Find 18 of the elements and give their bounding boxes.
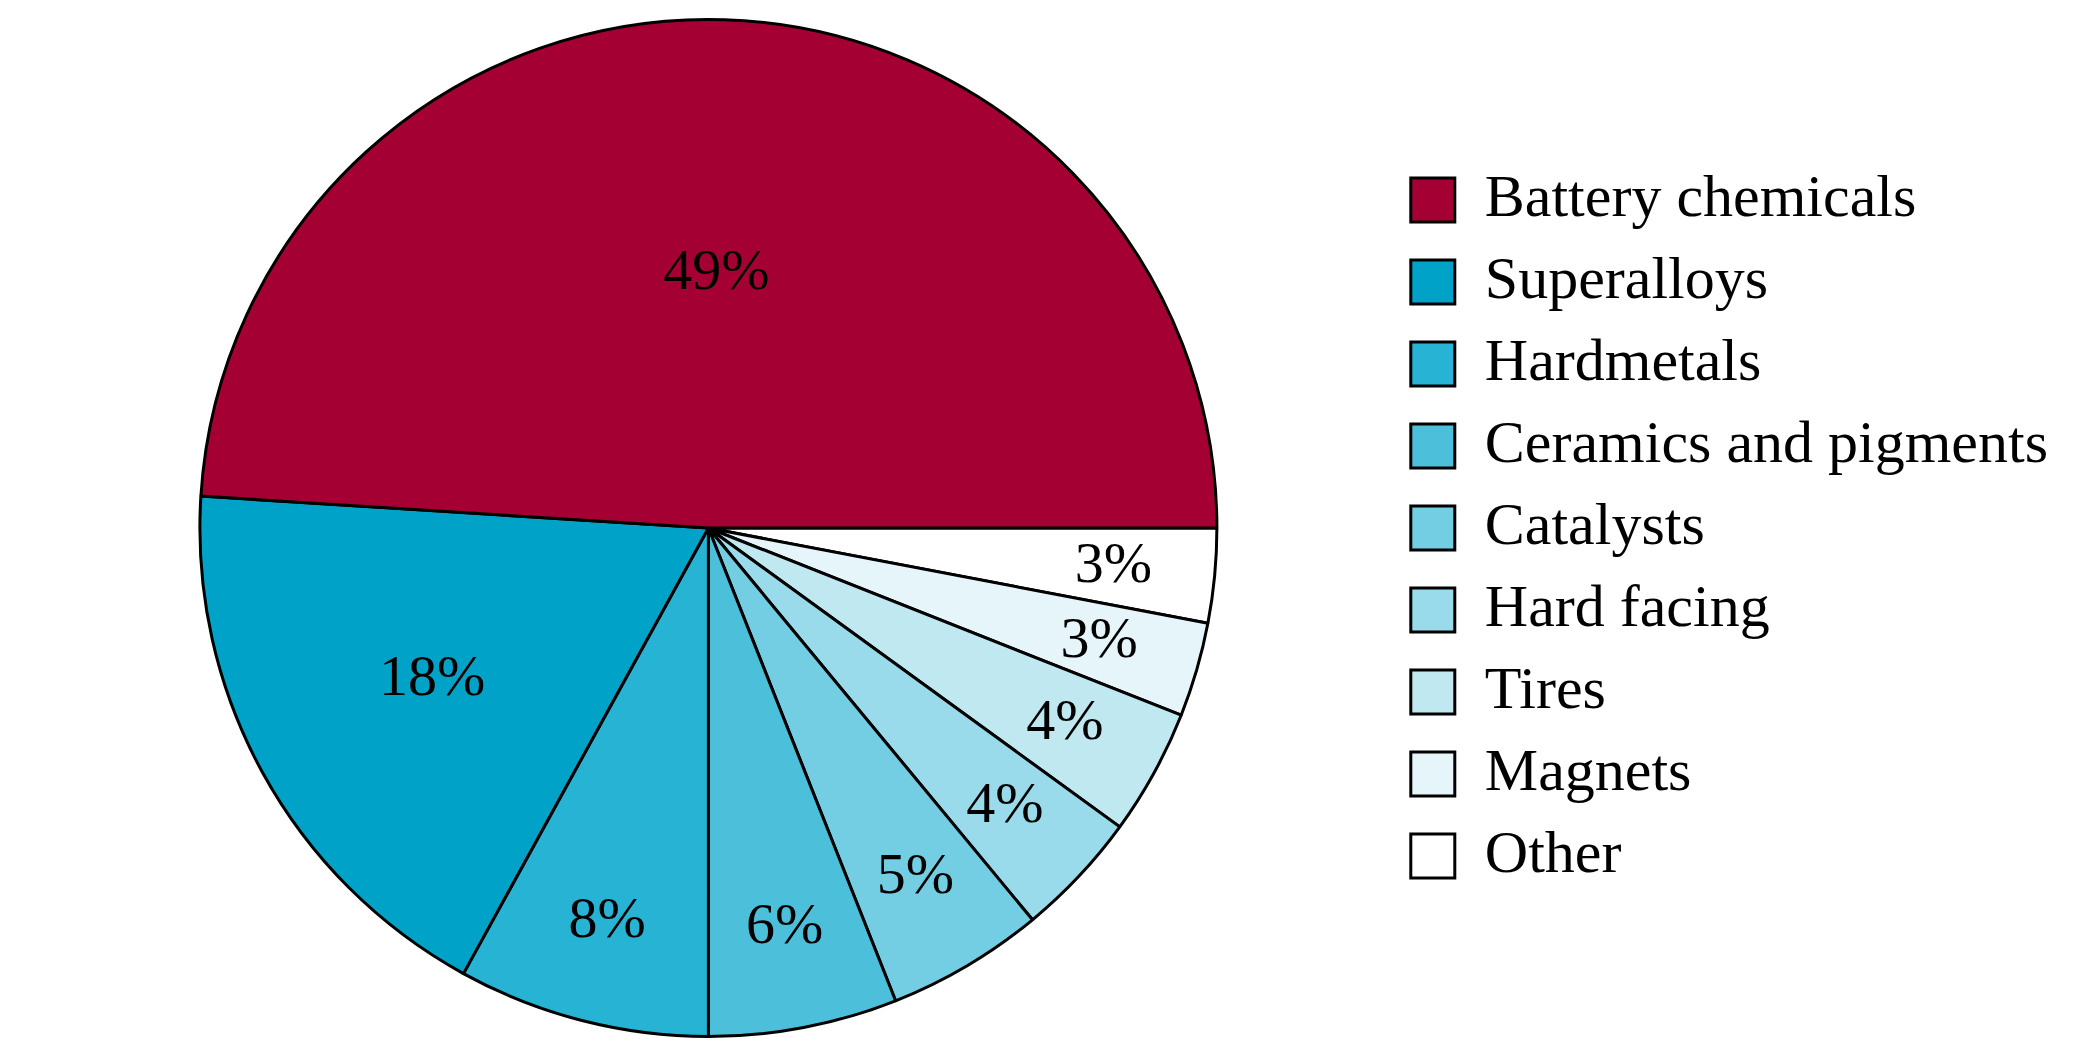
data-label: 49%	[663, 237, 770, 303]
legend-label: Hard facing	[1484, 572, 1770, 639]
data-label: 18%	[378, 643, 486, 709]
legend-label: Other	[1484, 818, 1622, 885]
data-label: 8%	[568, 885, 646, 951]
legend-label: Superalloys	[1484, 244, 1769, 311]
legend-label: Hardmetals	[1484, 326, 1762, 393]
legend-label: Battery chemicals	[1484, 162, 1917, 229]
data-label: 6%	[745, 890, 824, 956]
data-label: 4%	[1026, 687, 1104, 753]
legend-label: Ceramics and pigments	[1484, 408, 2048, 475]
data-label: 3%	[1074, 529, 1153, 595]
legend-label: Tires	[1484, 654, 1606, 721]
data-label: 5%	[876, 841, 955, 907]
legend-label: Magnets	[1484, 736, 1692, 803]
data-label: 4%	[966, 769, 1044, 835]
legend-label: Catalysts	[1484, 490, 1705, 557]
data-label: 3%	[1060, 604, 1138, 670]
